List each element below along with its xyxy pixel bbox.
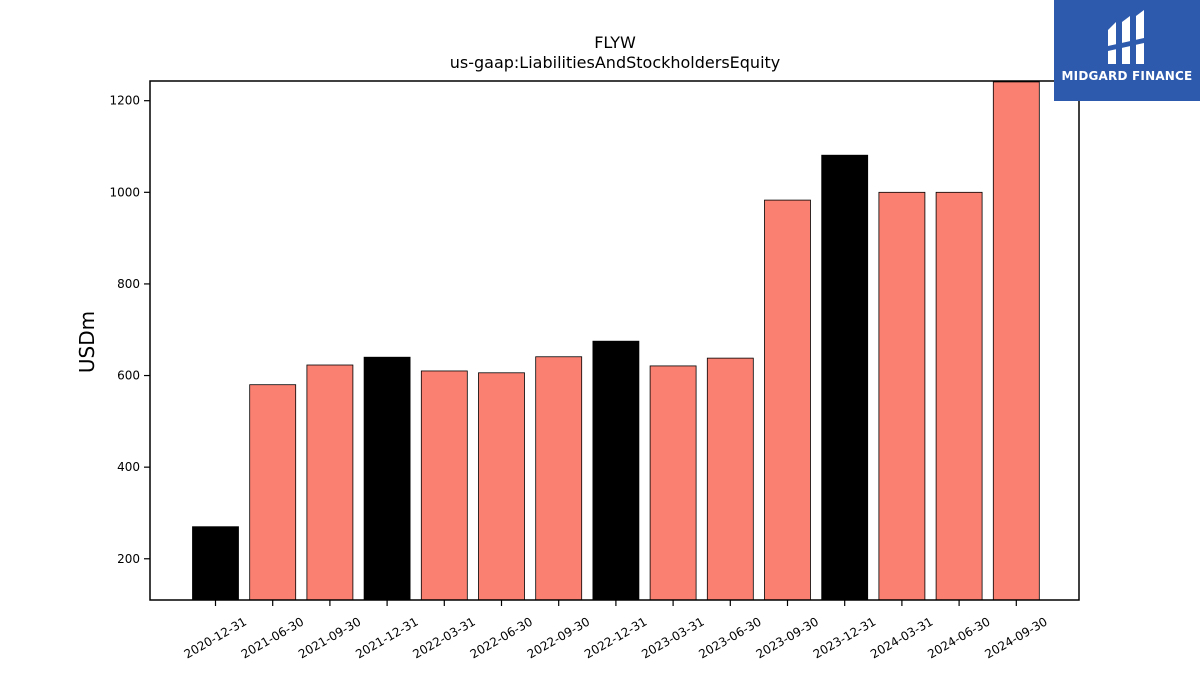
x-tick-label: 2022-12-31 <box>582 614 649 661</box>
logo-text: MIDGARD FINANCE <box>1061 69 1193 83</box>
x-tick-label: 2022-09-30 <box>525 614 592 661</box>
x-tick-label: 2024-03-31 <box>868 614 935 661</box>
y-tick-label: 400 <box>117 460 140 474</box>
bar-2024-06-30 <box>935 191 983 601</box>
x-tick-label: 2020-12-31 <box>182 614 249 661</box>
x-tick-label: 2022-03-31 <box>410 614 477 661</box>
x-tick-label: 2021-09-30 <box>296 614 363 661</box>
bar-2021-09-30 <box>306 364 354 601</box>
x-tick-label: 2021-06-30 <box>239 614 306 661</box>
bars-group <box>192 81 1040 601</box>
x-tick-label: 2024-09-30 <box>982 614 1049 661</box>
bar-2021-12-31 <box>363 356 411 601</box>
bar-2023-06-30 <box>706 357 754 601</box>
bar-2022-03-31 <box>420 370 468 601</box>
y-tick-label: 1200 <box>109 94 140 108</box>
bar-2024-09-30 <box>992 81 1040 601</box>
x-tick-label: 2021-12-31 <box>353 614 420 661</box>
y-tick-label: 800 <box>117 277 140 291</box>
bar-2023-03-31 <box>649 365 697 601</box>
bar-2021-06-30 <box>249 384 297 601</box>
bar-2022-12-31 <box>592 340 640 601</box>
logo-mark-icon <box>1108 10 1144 64</box>
bar-2020-12-31 <box>192 526 239 601</box>
x-tick-label: 2023-03-31 <box>639 614 706 661</box>
y-axis: 200 400 600 800 1000 1200 <box>109 94 150 566</box>
bar-2023-09-30 <box>764 199 811 601</box>
plot-frame <box>149 80 1080 601</box>
x-tick-label: 2023-09-30 <box>754 614 821 661</box>
chart-subtitle: us-gaap:LiabilitiesAndStockholdersEquity <box>450 53 781 72</box>
bar-2022-09-30 <box>535 356 583 601</box>
x-tick-label: 2022-06-30 <box>468 614 535 661</box>
x-tick-label: 2023-12-31 <box>811 614 878 661</box>
logo: MIDGARD FINANCE <box>1054 0 1200 101</box>
y-tick-label: 200 <box>117 552 140 566</box>
x-tick-label: 2024-06-30 <box>925 614 992 661</box>
x-axis: 2020-12-312021-06-302021-09-302021-12-31… <box>182 600 1050 661</box>
bar-2022-06-30 <box>478 372 525 601</box>
chart-title: FLYW <box>594 33 636 52</box>
y-tick-label: 1000 <box>109 185 140 199</box>
y-tick-label: 600 <box>117 369 140 383</box>
y-axis-label: USDm <box>75 311 99 373</box>
x-tick-label: 2023-06-30 <box>696 614 763 661</box>
bar-2023-12-31 <box>821 154 869 601</box>
bar-2024-03-31 <box>878 191 926 601</box>
